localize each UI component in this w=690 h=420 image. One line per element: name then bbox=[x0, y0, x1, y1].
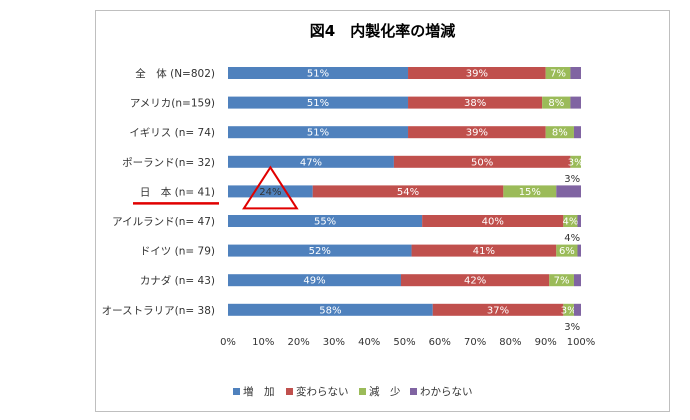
data-label: 40% bbox=[482, 217, 504, 228]
legend-label: 減 少 bbox=[369, 385, 401, 398]
data-label: 50% bbox=[471, 157, 493, 168]
bar-segment bbox=[408, 67, 546, 79]
data-label: 38% bbox=[464, 98, 486, 109]
bar-segment bbox=[228, 244, 412, 257]
bar-segment bbox=[570, 67, 581, 79]
bar-segment bbox=[228, 303, 433, 316]
bar-segment bbox=[228, 67, 409, 79]
chart-frame bbox=[95, 10, 670, 412]
category-label: ポーランド(n= 32) bbox=[122, 157, 215, 169]
data-label: 3% bbox=[561, 305, 577, 316]
outside-data-label: 3% bbox=[564, 174, 580, 185]
data-label: 24% bbox=[259, 187, 281, 198]
category-label: オーストラリア(n= 38) bbox=[102, 305, 215, 317]
bar-segment bbox=[393, 155, 571, 168]
bar-segment bbox=[228, 274, 401, 287]
bar-segment bbox=[400, 274, 550, 287]
legend-swatch bbox=[359, 388, 366, 395]
data-label: 55% bbox=[314, 217, 336, 228]
bar-segment bbox=[228, 155, 394, 168]
x-tick-label: 100% bbox=[567, 337, 596, 348]
x-tick-label: 20% bbox=[287, 337, 309, 348]
data-label: 54% bbox=[397, 187, 419, 198]
x-tick-label: 60% bbox=[429, 337, 451, 348]
data-label: 49% bbox=[303, 276, 325, 287]
bar-segment bbox=[408, 96, 543, 109]
data-label: 6% bbox=[559, 246, 575, 257]
outside-data-label: 4% bbox=[564, 233, 580, 244]
data-label: 39% bbox=[466, 128, 488, 139]
bar-segment bbox=[577, 215, 581, 227]
data-label: 51% bbox=[307, 128, 329, 139]
bar-segment bbox=[563, 303, 574, 316]
data-label: 37% bbox=[487, 305, 509, 316]
bar-segment bbox=[570, 155, 581, 168]
data-label: 4% bbox=[562, 217, 578, 228]
bar-segment bbox=[422, 215, 564, 227]
bar-segment bbox=[577, 244, 581, 257]
category-label: アイルランド(n= 47) bbox=[112, 216, 215, 228]
legend-swatch bbox=[410, 388, 417, 395]
bar-segment bbox=[542, 96, 571, 109]
category-label: 全 体 (N=802) bbox=[135, 67, 215, 80]
outside-data-label: 3% bbox=[564, 322, 580, 333]
data-label: 8% bbox=[548, 98, 564, 109]
legend-swatch bbox=[233, 388, 240, 395]
data-label: 52% bbox=[309, 246, 331, 257]
bar-segment bbox=[228, 96, 409, 109]
category-label: カナダ (n= 43) bbox=[140, 274, 215, 287]
bar-segment bbox=[545, 67, 571, 79]
data-label: 58% bbox=[319, 305, 341, 316]
bar-segment bbox=[228, 126, 409, 139]
category-label: ドイツ (n= 79) bbox=[140, 246, 215, 258]
data-label: 42% bbox=[464, 276, 486, 287]
data-label: 41% bbox=[473, 246, 495, 257]
bar-segment bbox=[545, 126, 574, 139]
x-tick-label: 30% bbox=[323, 337, 345, 348]
bar-segment bbox=[411, 244, 557, 257]
legend-label: わからない bbox=[420, 386, 473, 398]
data-label: 51% bbox=[307, 69, 329, 80]
bar-segment bbox=[228, 185, 313, 198]
x-tick-label: 0% bbox=[220, 337, 236, 348]
data-label: 7% bbox=[550, 69, 566, 80]
data-label: 15% bbox=[519, 187, 541, 198]
bar-segment bbox=[573, 303, 581, 316]
bar-segment bbox=[573, 126, 581, 139]
legend-label: 変わらない bbox=[296, 385, 349, 398]
x-tick-label: 40% bbox=[358, 337, 380, 348]
legend-label: 増 加 bbox=[243, 385, 275, 398]
data-label: 8% bbox=[552, 128, 568, 139]
data-label: 51% bbox=[307, 98, 329, 109]
bar-segment bbox=[503, 185, 557, 198]
data-label: 39% bbox=[466, 69, 488, 80]
bar-segment bbox=[549, 274, 574, 287]
bar-segment bbox=[432, 303, 564, 316]
data-label: 47% bbox=[300, 157, 322, 168]
highlight-triangle bbox=[242, 165, 299, 210]
bar-segment bbox=[408, 126, 546, 139]
data-label: 3% bbox=[568, 157, 584, 168]
chart-title: 図4 内製化率の増減 bbox=[309, 22, 456, 40]
category-label: イギリス (n= 74) bbox=[129, 127, 215, 139]
x-tick-label: 90% bbox=[535, 337, 557, 348]
bar-segment bbox=[228, 215, 423, 227]
category-label: 日 本 (n= 41) bbox=[140, 185, 215, 198]
bar-segment bbox=[556, 244, 578, 257]
legend-swatch bbox=[286, 388, 293, 395]
bar-segment bbox=[573, 274, 581, 287]
bar-segment bbox=[570, 96, 581, 109]
x-tick-label: 10% bbox=[252, 337, 274, 348]
x-tick-label: 80% bbox=[499, 337, 521, 348]
x-tick-label: 70% bbox=[464, 337, 486, 348]
bar-segment bbox=[312, 185, 504, 198]
x-tick-label: 50% bbox=[393, 337, 415, 348]
bar-segment bbox=[563, 215, 578, 227]
data-label: 7% bbox=[554, 276, 570, 287]
category-label: アメリカ(n=159) bbox=[130, 98, 215, 110]
bar-segment bbox=[556, 185, 581, 198]
